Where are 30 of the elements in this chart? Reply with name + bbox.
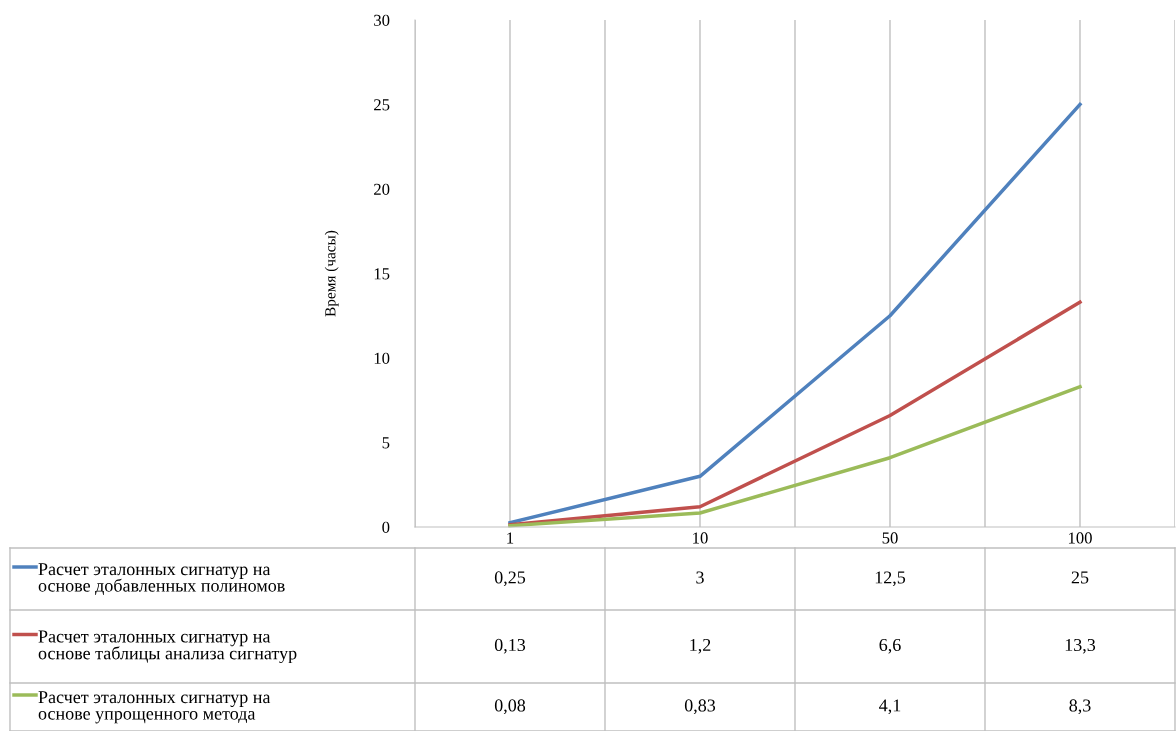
data-label: 1,2 [690,638,711,654]
data-label: 25 [1071,571,1089,584]
data-label: 0,83 [684,699,716,715]
data-label: 8,3 [1069,699,1091,715]
data-label: 4,1 [879,699,901,715]
data-label: 0,13 [494,638,526,654]
line-series [508,384,1082,528]
data-label: 0,25 [494,571,526,587]
legend-label: Расчет эталонных сигнатур на основе таблицы анализа сигнатур [38,630,297,664]
y-tick-label: 20 [374,183,390,195]
legend-label: Расчет эталонных сигнатур на основе упрощенного метода [38,691,271,724]
x-tick-label: 1 [507,532,514,544]
x-tick-label: 50 [882,532,898,544]
y-tick-label: 25 [374,99,390,111]
x-tick-label: 100 [1068,532,1092,544]
y-axis-title: Время (часы) [324,230,339,317]
y-tick-label: 10 [374,352,390,364]
y-tick-label: 0 [382,521,390,533]
data-label: 12,5 [875,571,906,587]
legend-label: Расчет эталонных сигнатур на основе добавленных полиномов [38,563,285,596]
y-tick-label: 15 [374,268,390,280]
data-label: 3 [696,571,704,584]
data-label: 6,6 [879,638,901,654]
y-tick-label: 5 [382,437,390,449]
x-tick-label: 10 [693,532,708,544]
data-label: 13,3 [1065,638,1096,654]
y-tick-label: 30 [374,14,390,26]
line-series [508,300,1082,527]
data-label: 0,08 [494,699,526,715]
line-series [508,102,1082,525]
